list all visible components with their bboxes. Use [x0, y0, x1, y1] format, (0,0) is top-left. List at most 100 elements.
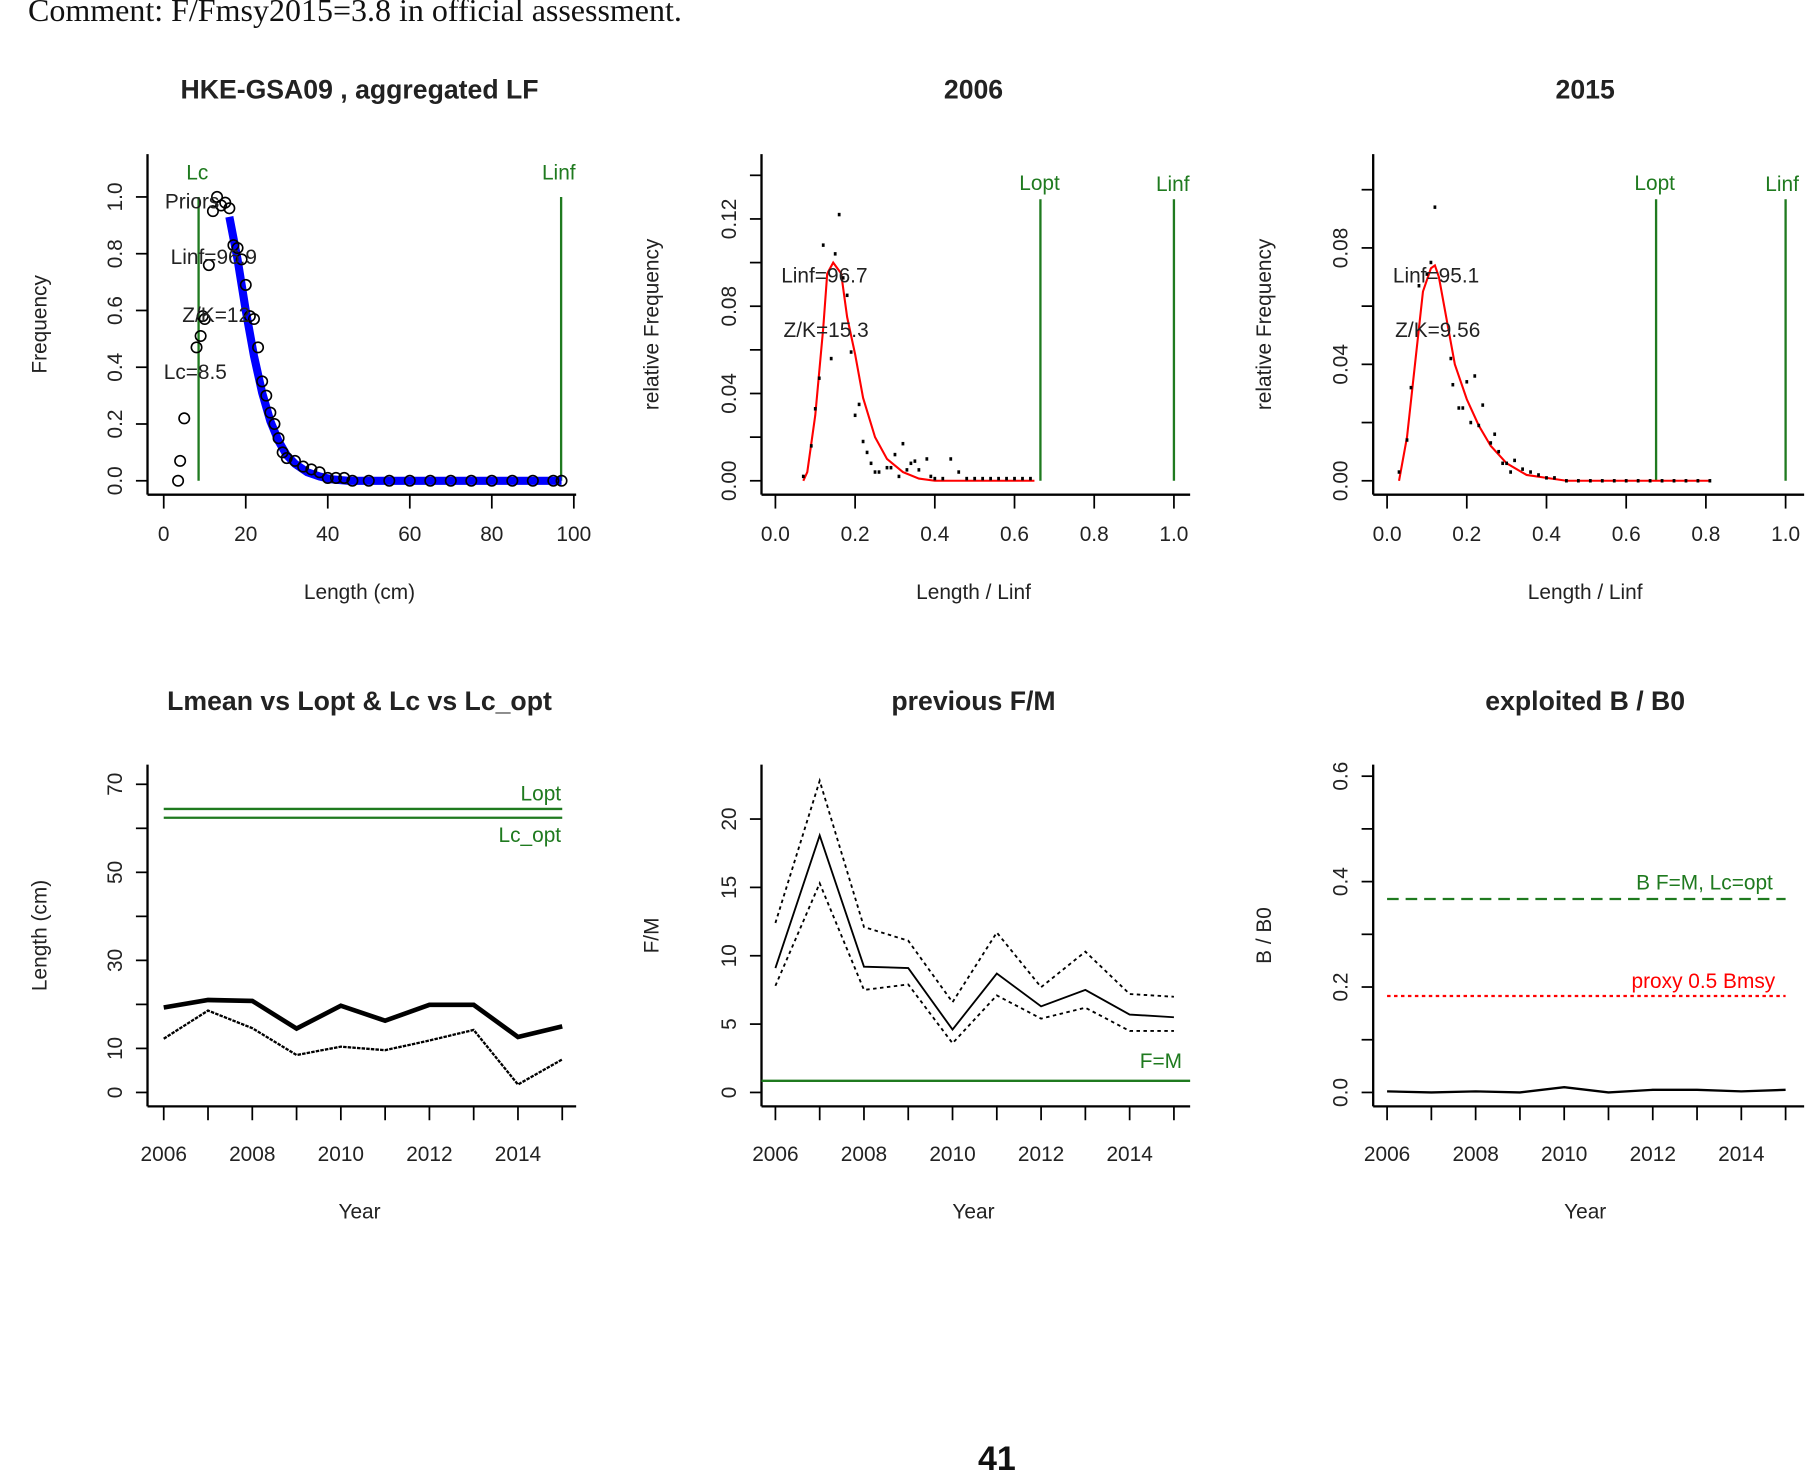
y-tick-label: 30 — [104, 949, 127, 972]
y-axis-label: relative Frequency — [1253, 238, 1276, 410]
data-point — [809, 444, 813, 448]
y-axis-label: Frequency — [29, 275, 52, 374]
data-point — [346, 474, 359, 487]
data-point — [1409, 385, 1413, 390]
data-point — [861, 439, 865, 444]
series-line — [774, 777, 1174, 1004]
x-tick-label: 1.0 — [1771, 523, 1800, 546]
y-tick-label: 0.0 — [104, 466, 127, 495]
data-point — [1684, 479, 1688, 483]
series-line — [774, 832, 1174, 1032]
data-point — [1005, 476, 1008, 481]
reference-line-label: Linf — [1156, 173, 1190, 196]
data-point — [1013, 476, 1016, 481]
annotation-text: Linf=96.9 — [171, 246, 257, 269]
series-line — [774, 880, 1174, 1045]
data-point — [526, 474, 539, 487]
data-point — [1417, 284, 1421, 288]
annotation-text: Z/K=15.3 — [784, 319, 869, 342]
data-point — [949, 457, 953, 461]
data-point — [869, 461, 873, 466]
data-point — [280, 452, 293, 465]
y-tick-label: 0 — [104, 1087, 127, 1099]
x-tick-label: 0.0 — [761, 523, 790, 546]
y-tick-label: 0.2 — [104, 410, 127, 439]
data-point — [403, 474, 416, 487]
x-axis-label: Length / Linf — [1528, 581, 1643, 604]
y-tick-label: 0.6 — [1330, 762, 1353, 791]
data-point — [873, 470, 877, 474]
data-point — [1648, 479, 1652, 483]
data-point — [465, 474, 478, 487]
x-axis-label: Year — [952, 1201, 994, 1224]
data-point — [933, 476, 937, 481]
y-tick-label: 70 — [104, 773, 127, 796]
data-point — [231, 242, 244, 255]
data-point — [444, 474, 457, 487]
chart-panel: 2015 0.0 0.2 0.4 0.6 0.8 1.0 0.00 0.04 0.08 Length… — [1253, 74, 1805, 604]
data-point — [1405, 438, 1409, 442]
data-point — [288, 454, 301, 467]
data-point — [841, 276, 845, 280]
x-tick-label: 2006 — [752, 1143, 798, 1166]
data-point — [1708, 479, 1712, 483]
data-point — [235, 253, 248, 266]
y-axis-label: F/M — [640, 918, 663, 954]
data-point — [989, 476, 992, 481]
data-point — [1429, 260, 1433, 265]
y-tick-label: 0.08 — [718, 286, 741, 327]
data-point — [1489, 441, 1493, 445]
x-axis-label: Year — [338, 1201, 380, 1224]
data-point — [178, 412, 191, 425]
chart-panel: HKE-GSA09 , aggregated LF 0 20 40 60 80 100 0.0… — [29, 74, 591, 603]
x-axis-label: Length / Linf — [916, 581, 1031, 604]
chart-title: 2015 — [1556, 74, 1615, 104]
data-point — [506, 474, 519, 487]
x-axis-label: Year — [1564, 1201, 1606, 1224]
data-point — [1493, 432, 1497, 436]
reference-line-label: proxy 0.5 Bmsy — [1632, 970, 1776, 993]
data-point — [877, 470, 881, 474]
reference-line-label: F=M — [1140, 1050, 1182, 1073]
reference-line-label: Lc_opt — [498, 824, 561, 847]
data-point — [965, 476, 969, 481]
data-point — [849, 350, 853, 354]
data-point — [941, 476, 945, 481]
x-tick-label: 0.8 — [1080, 523, 1109, 546]
data-point — [206, 205, 219, 218]
data-point — [901, 441, 905, 446]
x-tick-label: 20 — [234, 523, 257, 546]
data-point — [905, 468, 909, 472]
data-point — [260, 389, 273, 402]
x-tick-label: 2006 — [141, 1143, 187, 1166]
y-tick-label: 0.2 — [1330, 973, 1353, 1002]
data-point — [1636, 479, 1640, 483]
y-axis-label: B / B0 — [1253, 907, 1276, 964]
data-point — [547, 474, 560, 487]
x-tick-label: 2008 — [1452, 1143, 1498, 1166]
data-point — [857, 402, 861, 407]
data-point — [247, 312, 260, 326]
data-point — [321, 471, 334, 484]
x-tick-label: 2006 — [1364, 1143, 1410, 1166]
x-tick-label: 2010 — [318, 1143, 364, 1166]
x-tick-label: 2012 — [1018, 1143, 1064, 1166]
annotation-text: Priors — [165, 191, 219, 214]
data-point — [813, 407, 817, 411]
y-tick-label: 0.8 — [104, 239, 127, 268]
data-point — [338, 471, 351, 484]
y-tick-label: 10 — [718, 944, 741, 967]
data-point — [305, 463, 318, 476]
data-point — [1660, 479, 1664, 483]
data-point — [202, 259, 215, 272]
data-point — [313, 466, 326, 479]
annotation-text: Lc=8.5 — [164, 361, 227, 384]
annotation-text: Linf=95.1 — [1393, 265, 1479, 288]
data-point — [833, 252, 837, 256]
data-point — [1449, 356, 1453, 361]
x-tick-label: 2010 — [929, 1143, 975, 1166]
x-tick-label: 0.2 — [841, 523, 870, 546]
data-point — [297, 460, 310, 473]
reference-line-label: Lopt — [1019, 172, 1060, 195]
data-point — [829, 356, 833, 361]
